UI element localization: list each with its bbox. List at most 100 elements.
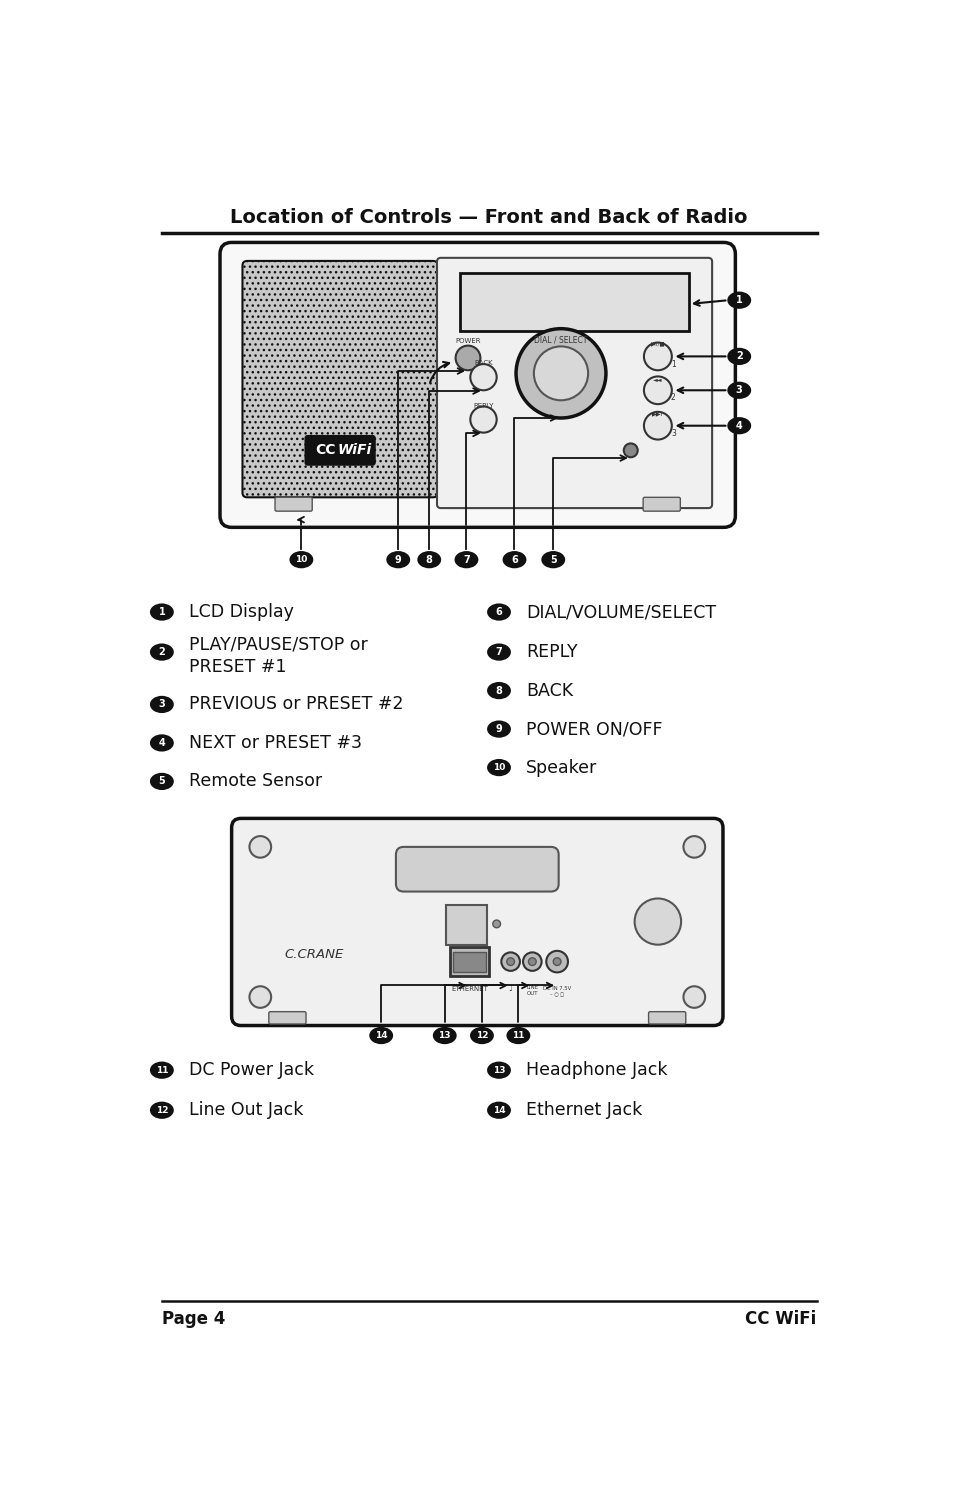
Text: ▶II/■: ▶II/■ <box>650 342 664 347</box>
Text: 2: 2 <box>158 647 165 657</box>
Ellipse shape <box>150 696 173 713</box>
Circle shape <box>643 411 671 440</box>
Ellipse shape <box>150 1102 173 1118</box>
Ellipse shape <box>386 552 410 568</box>
FancyBboxPatch shape <box>446 904 486 945</box>
Text: CC: CC <box>314 443 335 457</box>
Text: 7: 7 <box>462 555 469 565</box>
FancyBboxPatch shape <box>242 261 437 497</box>
Ellipse shape <box>726 348 750 365</box>
Text: 13: 13 <box>493 1065 505 1074</box>
Text: 14: 14 <box>492 1106 505 1115</box>
Text: BACK: BACK <box>474 360 493 366</box>
Ellipse shape <box>150 603 173 621</box>
Text: 10: 10 <box>294 555 307 564</box>
Text: 1: 1 <box>158 607 165 616</box>
Ellipse shape <box>150 773 173 790</box>
Circle shape <box>500 952 519 971</box>
Circle shape <box>493 921 500 928</box>
Text: 3: 3 <box>670 429 675 439</box>
FancyBboxPatch shape <box>436 258 711 508</box>
FancyBboxPatch shape <box>232 818 722 1026</box>
Text: ETHERNET: ETHERNET <box>451 986 488 992</box>
Text: 8: 8 <box>495 686 502 696</box>
Ellipse shape <box>487 760 511 776</box>
Text: 7: 7 <box>496 647 502 657</box>
Text: 11: 11 <box>512 1031 524 1040</box>
Text: LINE
OUT: LINE OUT <box>526 984 537 996</box>
Text: 5: 5 <box>549 555 556 565</box>
Ellipse shape <box>454 552 477 568</box>
Circle shape <box>470 407 497 433</box>
Ellipse shape <box>487 643 511 660</box>
Text: BACK: BACK <box>525 681 573 699</box>
Text: Page 4: Page 4 <box>162 1310 225 1328</box>
Text: PREVIOUS or PRESET #2: PREVIOUS or PRESET #2 <box>189 695 403 713</box>
Circle shape <box>643 377 671 404</box>
Circle shape <box>249 836 271 857</box>
Text: REPLY: REPLY <box>473 402 494 408</box>
Text: 14: 14 <box>375 1031 387 1040</box>
Circle shape <box>534 347 587 401</box>
Circle shape <box>634 898 680 945</box>
Text: POWER ON/OFF: POWER ON/OFF <box>525 720 662 738</box>
FancyBboxPatch shape <box>453 951 485 972</box>
FancyBboxPatch shape <box>274 497 312 511</box>
Circle shape <box>546 951 567 972</box>
Ellipse shape <box>487 720 511 738</box>
Ellipse shape <box>487 1061 511 1079</box>
Text: ◄◄: ◄◄ <box>653 377 662 381</box>
Text: PLAY/PAUSE/STOP or: PLAY/PAUSE/STOP or <box>189 636 367 654</box>
Circle shape <box>456 345 480 371</box>
Text: 1: 1 <box>735 295 741 306</box>
Text: POWER: POWER <box>455 338 480 344</box>
Text: NEXT or PRESET #3: NEXT or PRESET #3 <box>189 734 361 752</box>
Text: 8: 8 <box>425 555 433 565</box>
FancyBboxPatch shape <box>450 946 488 977</box>
Circle shape <box>553 958 560 966</box>
Text: 6: 6 <box>511 555 517 565</box>
Ellipse shape <box>487 683 511 699</box>
Circle shape <box>528 958 536 966</box>
Text: ♩: ♩ <box>508 984 512 993</box>
Text: 3: 3 <box>158 699 165 710</box>
Text: 2: 2 <box>735 351 741 362</box>
Text: 10: 10 <box>493 763 505 772</box>
Text: DC Power Jack: DC Power Jack <box>189 1061 314 1079</box>
Ellipse shape <box>540 552 564 568</box>
Text: 2: 2 <box>670 393 675 402</box>
FancyBboxPatch shape <box>220 243 735 527</box>
Ellipse shape <box>416 552 440 568</box>
Text: ▶▶I: ▶▶I <box>652 411 663 416</box>
Text: 13: 13 <box>438 1031 451 1040</box>
Circle shape <box>682 836 704 857</box>
FancyBboxPatch shape <box>269 1011 306 1023</box>
Text: Line Out Jack: Line Out Jack <box>189 1102 303 1120</box>
Text: C.CRANE: C.CRANE <box>285 948 344 961</box>
FancyBboxPatch shape <box>304 436 375 466</box>
Text: 12: 12 <box>155 1106 168 1115</box>
Ellipse shape <box>289 552 313 568</box>
Text: Ethernet Jack: Ethernet Jack <box>525 1102 641 1120</box>
FancyBboxPatch shape <box>648 1011 685 1023</box>
Ellipse shape <box>369 1026 393 1044</box>
Ellipse shape <box>150 1061 173 1079</box>
Circle shape <box>516 329 605 417</box>
Text: Remote Sensor: Remote Sensor <box>189 773 322 791</box>
Circle shape <box>470 365 497 390</box>
Text: 9: 9 <box>496 723 502 734</box>
Text: 11: 11 <box>155 1065 168 1074</box>
Circle shape <box>643 342 671 371</box>
Ellipse shape <box>502 552 526 568</box>
Circle shape <box>249 986 271 1008</box>
Circle shape <box>623 443 637 457</box>
FancyBboxPatch shape <box>642 497 679 511</box>
Circle shape <box>682 986 704 1008</box>
Circle shape <box>522 952 541 971</box>
Text: Headphone Jack: Headphone Jack <box>525 1061 667 1079</box>
Text: DIAL/VOLUME/SELECT: DIAL/VOLUME/SELECT <box>525 603 716 621</box>
Text: PRESET #1: PRESET #1 <box>189 659 286 677</box>
Ellipse shape <box>150 734 173 752</box>
FancyBboxPatch shape <box>459 273 688 332</box>
Text: DIAL / SELECT: DIAL / SELECT <box>534 336 587 345</box>
